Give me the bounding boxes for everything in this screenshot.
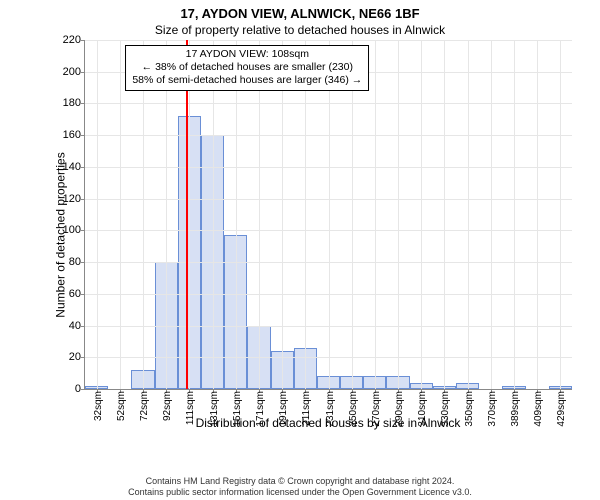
ytick-mark [81,294,85,295]
gridline-v [189,40,190,389]
plot-area: 02040608010012014016018020022032sqm52sqm… [84,40,572,390]
gridline-v [537,40,538,389]
gridline-v [259,40,260,389]
ytick-mark [81,326,85,327]
gridline-v [213,40,214,389]
gridline-v [329,40,330,389]
ytick-mark [81,230,85,231]
annotation-line: 58% of semi-detached houses are larger (… [132,74,362,87]
gridline-v [236,40,237,389]
ytick-label: 160 [63,129,81,141]
ytick-label: 100 [63,224,81,236]
gridline-v [166,40,167,389]
ytick-mark [81,103,85,104]
footer-line-1: Contains HM Land Registry data © Crown c… [0,476,600,487]
gridline-v [375,40,376,389]
footer-line-2: Contains public sector information licen… [0,487,600,498]
ytick-mark [81,199,85,200]
chart-footer: Contains HM Land Registry data © Crown c… [0,476,600,498]
ytick-label: 0 [75,383,81,395]
ytick-mark [81,389,85,390]
chart-subtitle: Size of property relative to detached ho… [0,21,600,39]
ytick-label: 40 [69,320,81,332]
chart-container: 17, AYDON VIEW, ALNWICK, NE66 1BF Size o… [0,0,600,500]
ytick-label: 180 [63,97,81,109]
annotation-line: ← 38% of detached houses are smaller (23… [132,61,362,74]
gridline-v [143,40,144,389]
gridline-v [421,40,422,389]
reference-line [186,40,188,389]
ytick-label: 220 [63,34,81,46]
ytick-mark [81,135,85,136]
ytick-label: 60 [69,288,81,300]
gridline-v [398,40,399,389]
ytick-label: 140 [63,161,81,173]
x-axis-label: Distribution of detached houses by size … [84,416,572,430]
ytick-mark [81,167,85,168]
ytick-label: 200 [63,66,81,78]
gridline-v [352,40,353,389]
gridline-v [560,40,561,389]
ytick-mark [81,357,85,358]
annotation-box: 17 AYDON VIEW: 108sqm← 38% of detached h… [125,45,369,90]
plot-wrap: Number of detached properties 0204060801… [50,40,580,430]
gridline-v [468,40,469,389]
gridline-v [282,40,283,389]
ytick-label: 20 [69,351,81,363]
gridline-v [514,40,515,389]
ytick-mark [81,40,85,41]
ytick-label: 120 [63,193,81,205]
gridline-v [491,40,492,389]
ytick-label: 80 [69,256,81,268]
annotation-line: 17 AYDON VIEW: 108sqm [132,48,362,61]
gridline-v [305,40,306,389]
ytick-mark [81,262,85,263]
gridline-v [120,40,121,389]
ytick-mark [81,72,85,73]
chart-title: 17, AYDON VIEW, ALNWICK, NE66 1BF [0,0,600,21]
gridline-v [97,40,98,389]
gridline-v [444,40,445,389]
